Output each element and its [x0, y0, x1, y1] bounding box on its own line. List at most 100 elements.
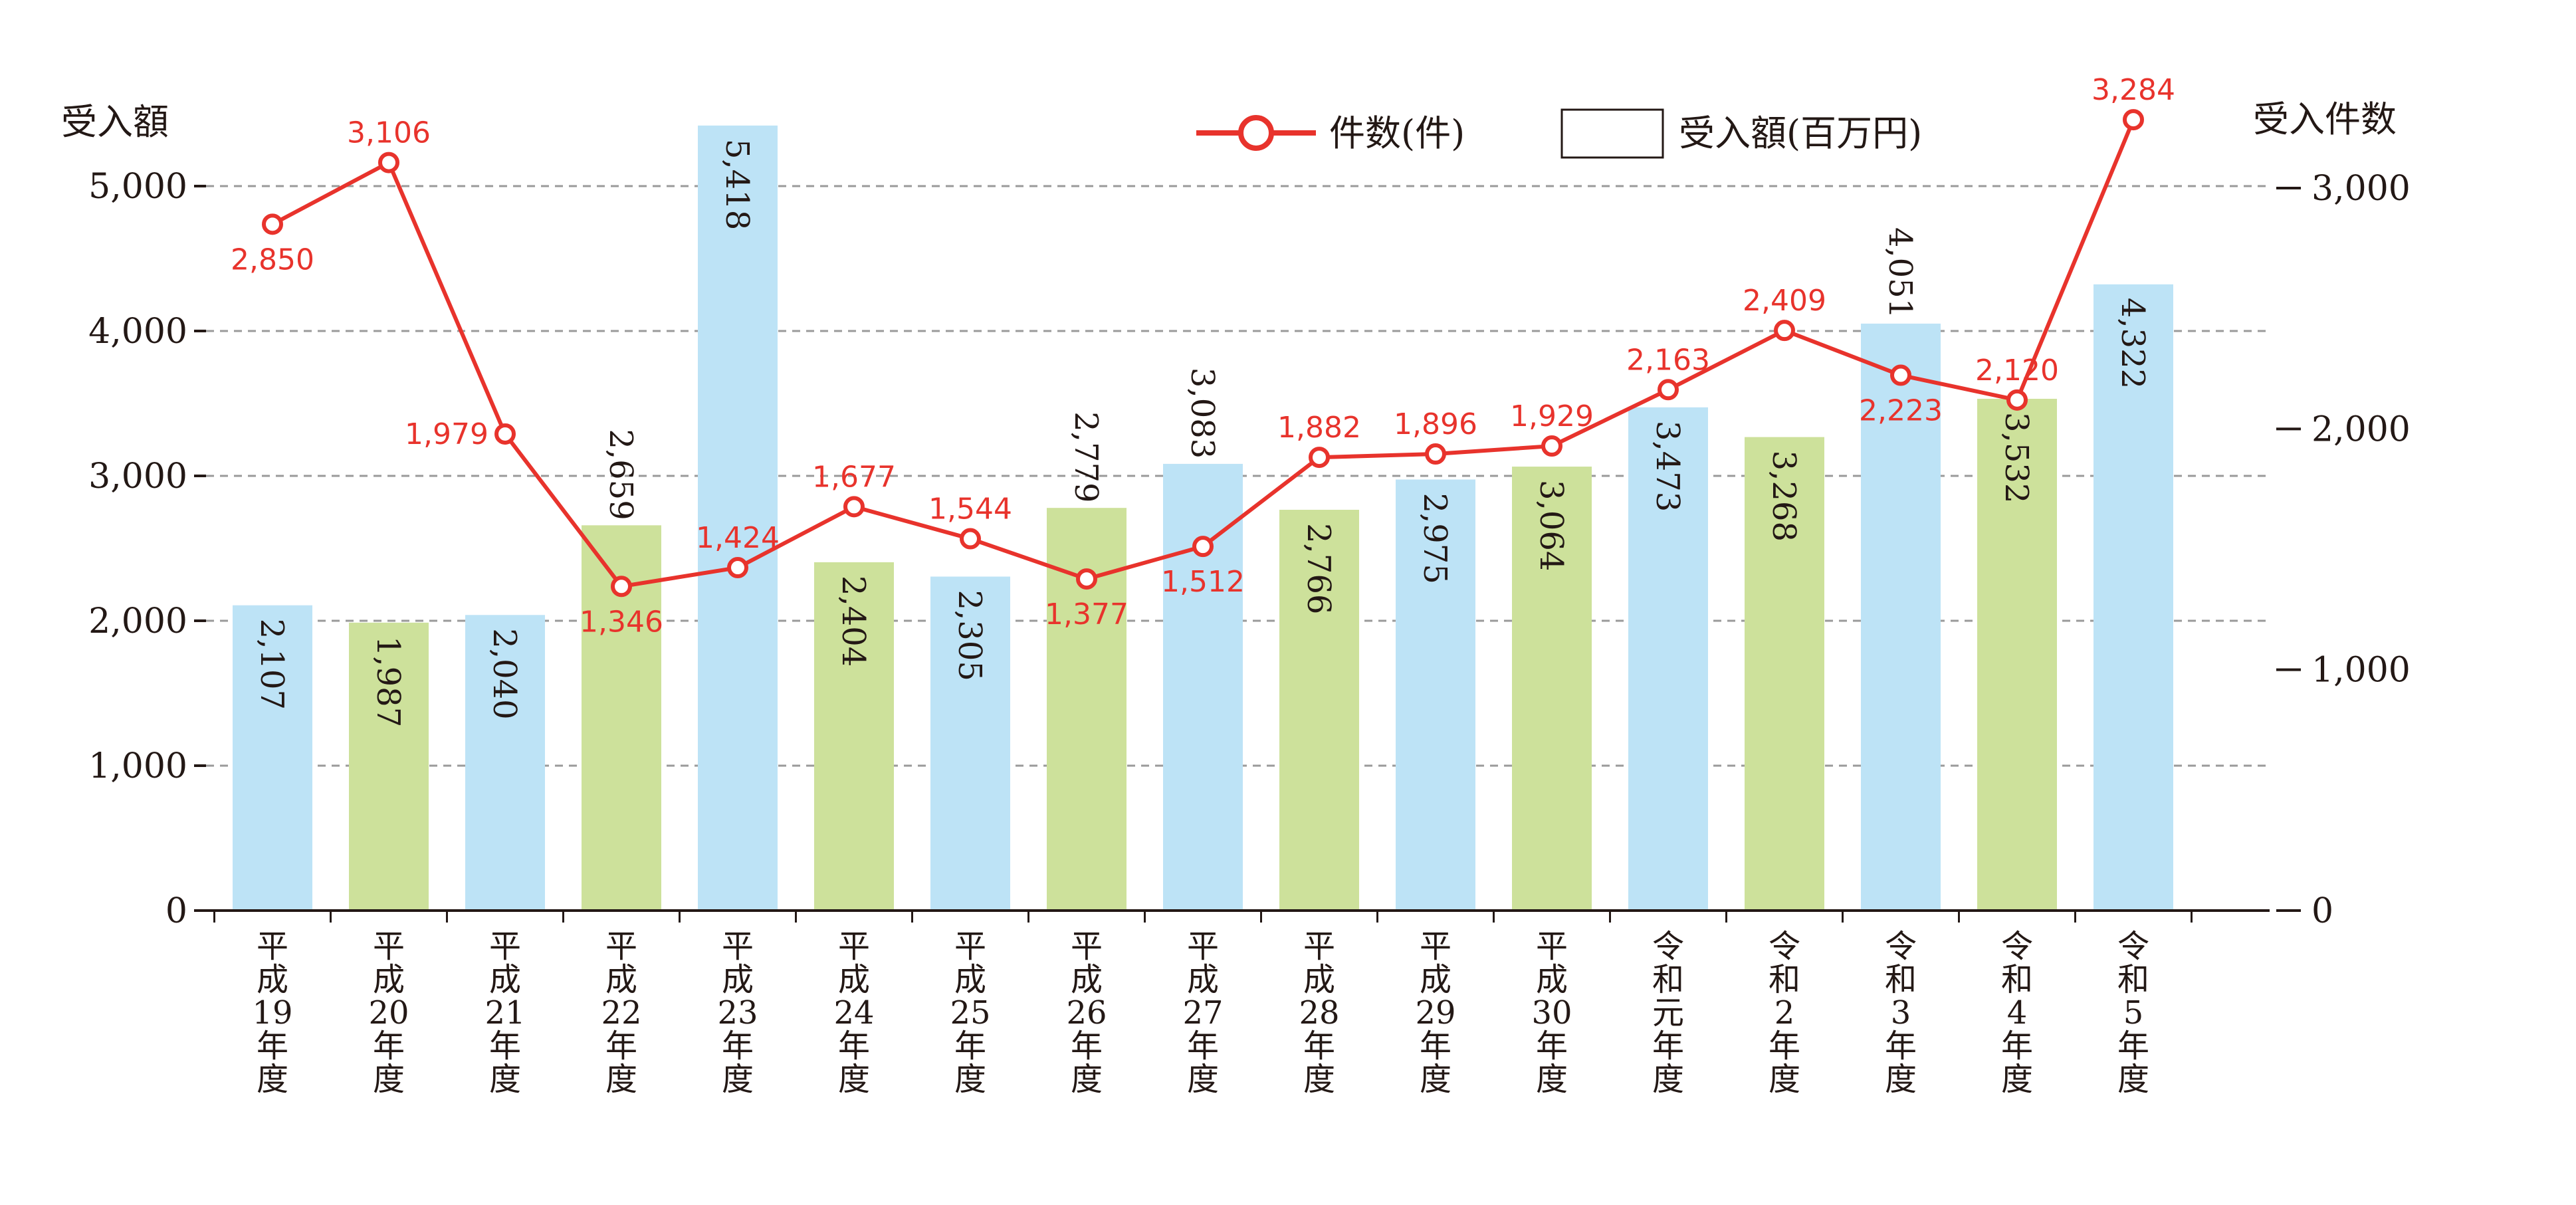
legend: 件数(件) 受入額(百万円)	[1196, 108, 1922, 159]
bar-value-label: 2,040	[486, 628, 523, 719]
line-value-label: 1,929	[1510, 399, 1594, 433]
bar-value-label: 5,418	[718, 139, 756, 230]
line-value-label: 1,512	[1161, 565, 1245, 599]
line-value-label: 1,979	[405, 417, 488, 451]
line-marker	[1076, 568, 1097, 590]
x-axis-tick-label: 平成 28 年度	[1299, 928, 1339, 1098]
bar	[465, 615, 545, 911]
left-axis-title: 受入額	[61, 101, 169, 143]
x-axis-tick-label: 令和 3 年度	[1885, 928, 1917, 1098]
right-axis-tick-label: 2,000	[2311, 409, 2411, 449]
x-axis-tick-label: 平成 27 年度	[1182, 928, 1223, 1098]
legend-bar-label: 受入額(百万円)	[1679, 112, 1922, 154]
bar-value-label: 3,473	[1649, 421, 1686, 512]
bar	[930, 576, 1010, 911]
bar-value-label: 3,532	[1998, 412, 2035, 503]
bar	[1163, 463, 1243, 911]
line-marker	[494, 423, 516, 445]
bar-value-label: 3,268	[1765, 451, 1802, 542]
x-axis-tick-label: 令和 5 年度	[2117, 928, 2149, 1098]
bar-value-label: 2,975	[1416, 493, 1453, 584]
bar-value-label: 2,305	[951, 590, 988, 681]
line-marker	[727, 557, 748, 579]
x-axis-tick-label: 平成 19 年度	[252, 928, 292, 1098]
bar-value-label: 2,779	[1067, 411, 1105, 502]
bar-value-label: 4,322	[2114, 298, 2151, 389]
line-series	[262, 109, 2144, 598]
left-axis-tick-label: 0	[165, 891, 187, 931]
right-axis-tick-label: 0	[2311, 891, 2333, 931]
bar-value-label: 2,659	[602, 429, 639, 520]
left-axis-tick-label: 1,000	[88, 746, 187, 786]
line-value-label: 2,120	[1975, 354, 2059, 387]
line-marker	[960, 528, 981, 550]
bar	[698, 125, 778, 911]
x-axis-tick-label: 令和 4 年度	[2001, 928, 2033, 1098]
legend-line-label: 件数(件)	[1329, 112, 1465, 154]
bar-value-label: 1,987	[370, 636, 407, 727]
bar	[814, 562, 894, 911]
bar-value-label: 3,083	[1184, 368, 1221, 459]
right-axis-title: 受入件数	[2253, 98, 2397, 140]
line-value-label: 1,677	[812, 460, 896, 494]
x-axis-tick-label: 令和元年度	[1652, 928, 1684, 1098]
line-marker	[611, 576, 632, 598]
left-axis-tick-label: 3,000	[88, 457, 187, 496]
x-axis-tick-label: 平成 30 年度	[1531, 928, 1572, 1098]
x-axis-tick-label: 令和 2 年度	[1769, 928, 1800, 1098]
line-marker	[1890, 364, 1911, 386]
line-marker	[843, 496, 865, 518]
bar	[1279, 510, 1359, 911]
left-axis-tick-label: 5,000	[88, 167, 187, 207]
line-marker	[1658, 379, 1679, 401]
legend-marker-swatch	[1238, 115, 1274, 151]
x-axis-tick-label: 平成 26 年度	[1066, 928, 1107, 1098]
line-marker	[2123, 109, 2144, 131]
bar	[349, 622, 429, 911]
right-axis-tick-label: 1,000	[2311, 651, 2411, 691]
line-value-label: 2,223	[1859, 394, 1943, 428]
line-value-label: 3,106	[347, 116, 431, 150]
line-marker	[1541, 435, 1562, 457]
line-marker	[1309, 447, 1330, 469]
line-value-label: 1,377	[1045, 598, 1128, 631]
bar	[1396, 479, 1475, 911]
line-value-label: 1,896	[1394, 407, 1477, 441]
bar-value-label: 2,404	[835, 576, 872, 667]
x-axis-tick-label: 平成 23 年度	[717, 928, 758, 1098]
axes: 0 1,000 2,000 3,000 4,000 5,000 0 1,000 2,000 3,0…	[88, 167, 2411, 1098]
line-marker	[1774, 320, 1795, 342]
bar-value-label: 2,107	[253, 619, 290, 710]
line-value-label: 3,284	[2092, 73, 2175, 107]
x-axis-tick-label: 平成 22 年度	[601, 928, 641, 1098]
x-axis-tick-label: 平成 24 年度	[833, 928, 874, 1098]
line-marker	[1192, 536, 1214, 558]
right-axis-tick-label: 3,000	[2311, 169, 2411, 209]
line-value-label: 1,882	[1277, 411, 1361, 445]
line-value-label: 2,850	[231, 243, 314, 276]
line-value-label: 1,346	[580, 605, 663, 639]
line-value-label: 2,163	[1626, 343, 1710, 377]
bar-value-label: 2,766	[1300, 523, 1337, 614]
x-axis-tick-label: 平成 25 年度	[950, 928, 990, 1098]
bar	[1977, 399, 2057, 911]
line-marker	[262, 213, 283, 235]
bar-value-label: 3,064	[1533, 480, 1570, 571]
left-axis-tick-label: 2,000	[88, 602, 187, 641]
bar	[1628, 407, 1708, 911]
bar-series	[233, 125, 2173, 911]
legend-bar-swatch	[1560, 108, 1664, 159]
line-value-label: 1,424	[696, 521, 780, 555]
line-marker	[1425, 443, 1446, 465]
x-axis-tick-label: 平成 29 年度	[1415, 928, 1455, 1098]
line-value-label: 1,544	[928, 493, 1012, 526]
line-value-label: 2,409	[1743, 284, 1826, 318]
bar	[1745, 437, 1824, 911]
line-marker	[2006, 389, 2028, 411]
line-marker	[378, 152, 399, 173]
x-axis-tick-label: 平成 21 年度	[484, 928, 525, 1098]
bar	[1512, 467, 1592, 911]
data-labels: 2,107 1,987 2,040 2,659 5,418 2,404 2,305 2,779…	[231, 73, 2175, 727]
bar	[2093, 284, 2173, 911]
